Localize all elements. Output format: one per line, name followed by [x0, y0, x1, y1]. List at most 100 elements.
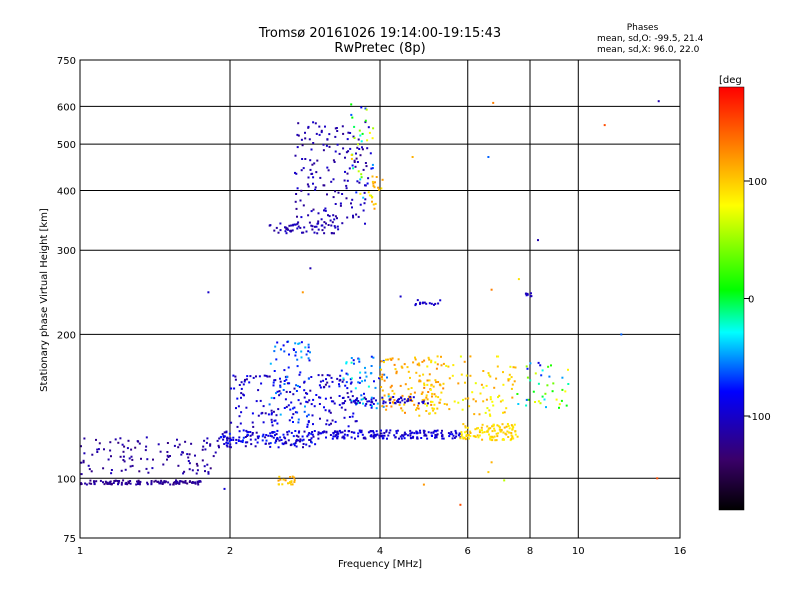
echo-point: [325, 378, 327, 381]
echo-point: [145, 436, 148, 439]
echo-point: [280, 348, 282, 351]
echo-point: [293, 476, 296, 479]
echo-point: [365, 403, 368, 405]
echo-point: [351, 206, 353, 209]
x-tick-label: 10: [572, 546, 585, 557]
echo-point: [490, 288, 493, 291]
echo-point: [297, 342, 300, 345]
echo-point: [423, 431, 426, 434]
echo-point: [122, 479, 125, 482]
echo-point: [436, 363, 439, 366]
echo-point: [539, 364, 542, 367]
echo-point: [299, 371, 302, 374]
echo-point: [307, 214, 310, 217]
echo-point: [191, 481, 193, 484]
echo-point: [357, 435, 360, 438]
echo-point: [324, 125, 326, 128]
echo-point: [329, 434, 332, 436]
echo-point: [131, 458, 134, 461]
echo-point: [480, 383, 483, 386]
echo-point: [297, 435, 300, 438]
echo-point: [297, 421, 300, 424]
echo-point: [426, 404, 428, 407]
echo-point: [422, 373, 425, 376]
echo-point: [438, 401, 441, 404]
echo-point: [367, 126, 370, 129]
echo-point: [302, 443, 305, 445]
echo-point: [357, 215, 360, 218]
echo-point: [191, 469, 194, 472]
echo-point: [265, 374, 268, 377]
echo-point: [352, 400, 355, 403]
echo-point: [349, 382, 352, 385]
echo-point: [294, 354, 297, 357]
echo-point: [413, 432, 416, 435]
echo-point: [346, 373, 349, 376]
plot-grid: [80, 60, 680, 538]
echo-point: [238, 415, 241, 418]
echo-point: [293, 387, 296, 390]
echo-point: [461, 408, 464, 411]
echo-point: [360, 429, 363, 432]
echo-point: [364, 404, 367, 407]
echo-point: [411, 156, 414, 158]
echo-point: [499, 430, 502, 433]
echo-point: [287, 366, 290, 369]
echo-point: [250, 443, 253, 446]
echo-point: [88, 468, 91, 471]
echo-point: [474, 400, 477, 403]
echo-point: [442, 387, 445, 390]
echo-point: [307, 346, 310, 349]
echo-point: [91, 453, 94, 456]
x-tick-label: 8: [527, 546, 533, 557]
echo-point: [489, 375, 492, 378]
echo-point: [246, 434, 249, 437]
echo-point: [226, 439, 229, 442]
echo-point: [146, 483, 149, 486]
echo-point: [151, 467, 154, 470]
echo-point: [282, 344, 285, 347]
echo-point: [325, 222, 327, 225]
echo-point: [131, 464, 134, 467]
echo-point: [349, 132, 352, 134]
echo-point: [453, 400, 456, 403]
echo-point: [371, 137, 374, 140]
echo-point: [367, 385, 370, 388]
echo-point: [119, 437, 122, 440]
echo-point: [379, 375, 382, 378]
echo-point: [368, 131, 371, 134]
echo-point: [375, 434, 378, 436]
echo-point: [415, 432, 418, 435]
echo-point: [166, 458, 168, 461]
echo-point: [371, 180, 374, 183]
echo-point: [320, 432, 323, 435]
echo-point: [223, 435, 226, 438]
echo-point: [324, 383, 327, 386]
echo-point: [364, 222, 366, 225]
echo-point: [268, 375, 271, 378]
echo-point: [326, 138, 329, 141]
echo-point: [331, 419, 334, 422]
echo-point: [152, 458, 154, 461]
echo-point: [333, 232, 335, 235]
echo-point: [508, 427, 511, 430]
echo-point: [313, 430, 316, 432]
echo-point: [226, 437, 228, 440]
echo-point: [293, 406, 296, 409]
echo-point: [251, 433, 254, 436]
echo-point: [293, 481, 296, 483]
echo-point: [514, 366, 517, 369]
echo-point: [306, 423, 309, 426]
echo-point: [267, 413, 270, 416]
echo-point: [526, 367, 529, 370]
echo-point: [336, 225, 339, 228]
echo-point: [251, 412, 254, 415]
echo-point: [338, 383, 340, 386]
echo-point: [409, 395, 412, 398]
echo-point: [507, 379, 510, 382]
echo-point: [537, 361, 540, 364]
echo-point: [365, 375, 368, 378]
echo-point: [284, 226, 287, 229]
echo-point: [525, 365, 528, 368]
echo-point: [352, 135, 355, 138]
